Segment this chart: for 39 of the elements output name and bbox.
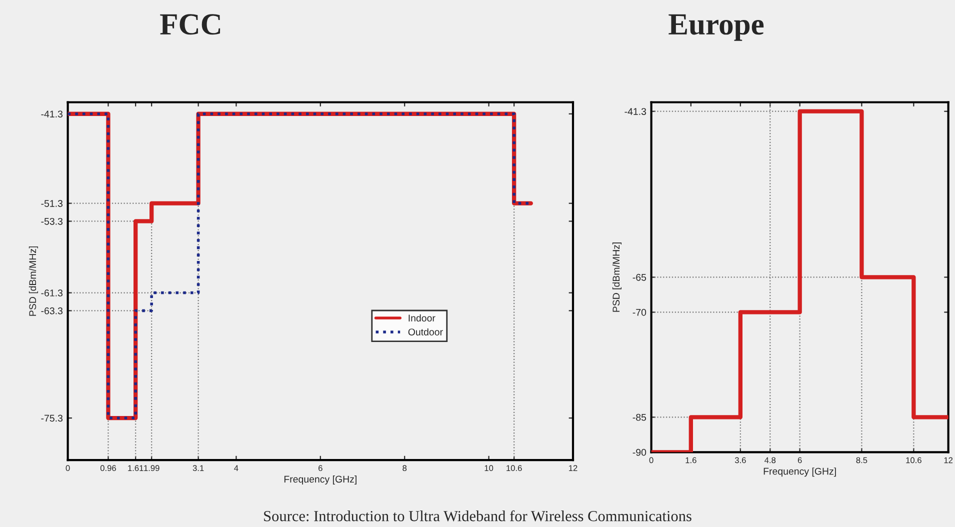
y-tick-label: -75.3 xyxy=(41,414,63,422)
x-tick-label: 1.99 xyxy=(144,465,160,472)
y-axis-title: PSD [dBm/MHz] xyxy=(612,242,622,312)
y-tick-label: -41.3 xyxy=(41,110,63,118)
x-tick-label: 12 xyxy=(569,465,578,471)
x-tick-label: 4.8 xyxy=(764,457,776,464)
x-tick-label: 6 xyxy=(318,465,322,472)
x-tick-label: 4 xyxy=(234,465,238,471)
y-tick-label: -61.3 xyxy=(41,290,63,296)
x-tick-label: 3.6 xyxy=(734,457,746,464)
y-tick-label: -63.3 xyxy=(41,307,63,314)
x-tick-label: 10 xyxy=(484,465,494,472)
x-tick-label: 8.5 xyxy=(856,457,868,464)
y-tick-label: -51.3 xyxy=(41,200,63,207)
x-tick-label: 3.1 xyxy=(192,465,204,472)
y-tick-label: -53.3 xyxy=(41,218,63,225)
x-tick-label: 0.96 xyxy=(100,465,116,472)
x-tick-label: 12 xyxy=(944,457,953,464)
x-axis-title: Frequency [GHz] xyxy=(284,475,356,485)
x-tick-label: 1.6 xyxy=(686,457,696,464)
x-tick-label: 10.6 xyxy=(506,465,522,472)
x-tick-label: 0 xyxy=(66,465,70,472)
x-tick-label: 1.61 xyxy=(128,465,144,472)
chart-title: FCC xyxy=(160,14,220,35)
x-tick-label: 0 xyxy=(649,457,654,464)
x-tick-label: 10.6 xyxy=(906,457,922,464)
y-tick-label: -90 xyxy=(632,448,646,456)
x-tick-label: 6 xyxy=(798,457,802,464)
source-note: Source: Introduction to Ultra Wideband for Wireless Communications xyxy=(264,510,692,522)
y-tick-label: -65 xyxy=(632,274,646,281)
legend-label: Indoor xyxy=(408,314,436,322)
y-axis-title: PSD [dBm/MHz] xyxy=(28,246,38,316)
y-tick-label: -41.3 xyxy=(624,108,646,115)
y-tick-label: -70 xyxy=(632,308,646,316)
x-tick-label: 8 xyxy=(402,465,407,472)
legend-label: Outdoor xyxy=(408,328,443,336)
chart-title: Europe xyxy=(668,14,764,41)
x-axis-title: Frequency [GHz] xyxy=(764,468,836,477)
y-tick-label: -85 xyxy=(632,414,646,421)
